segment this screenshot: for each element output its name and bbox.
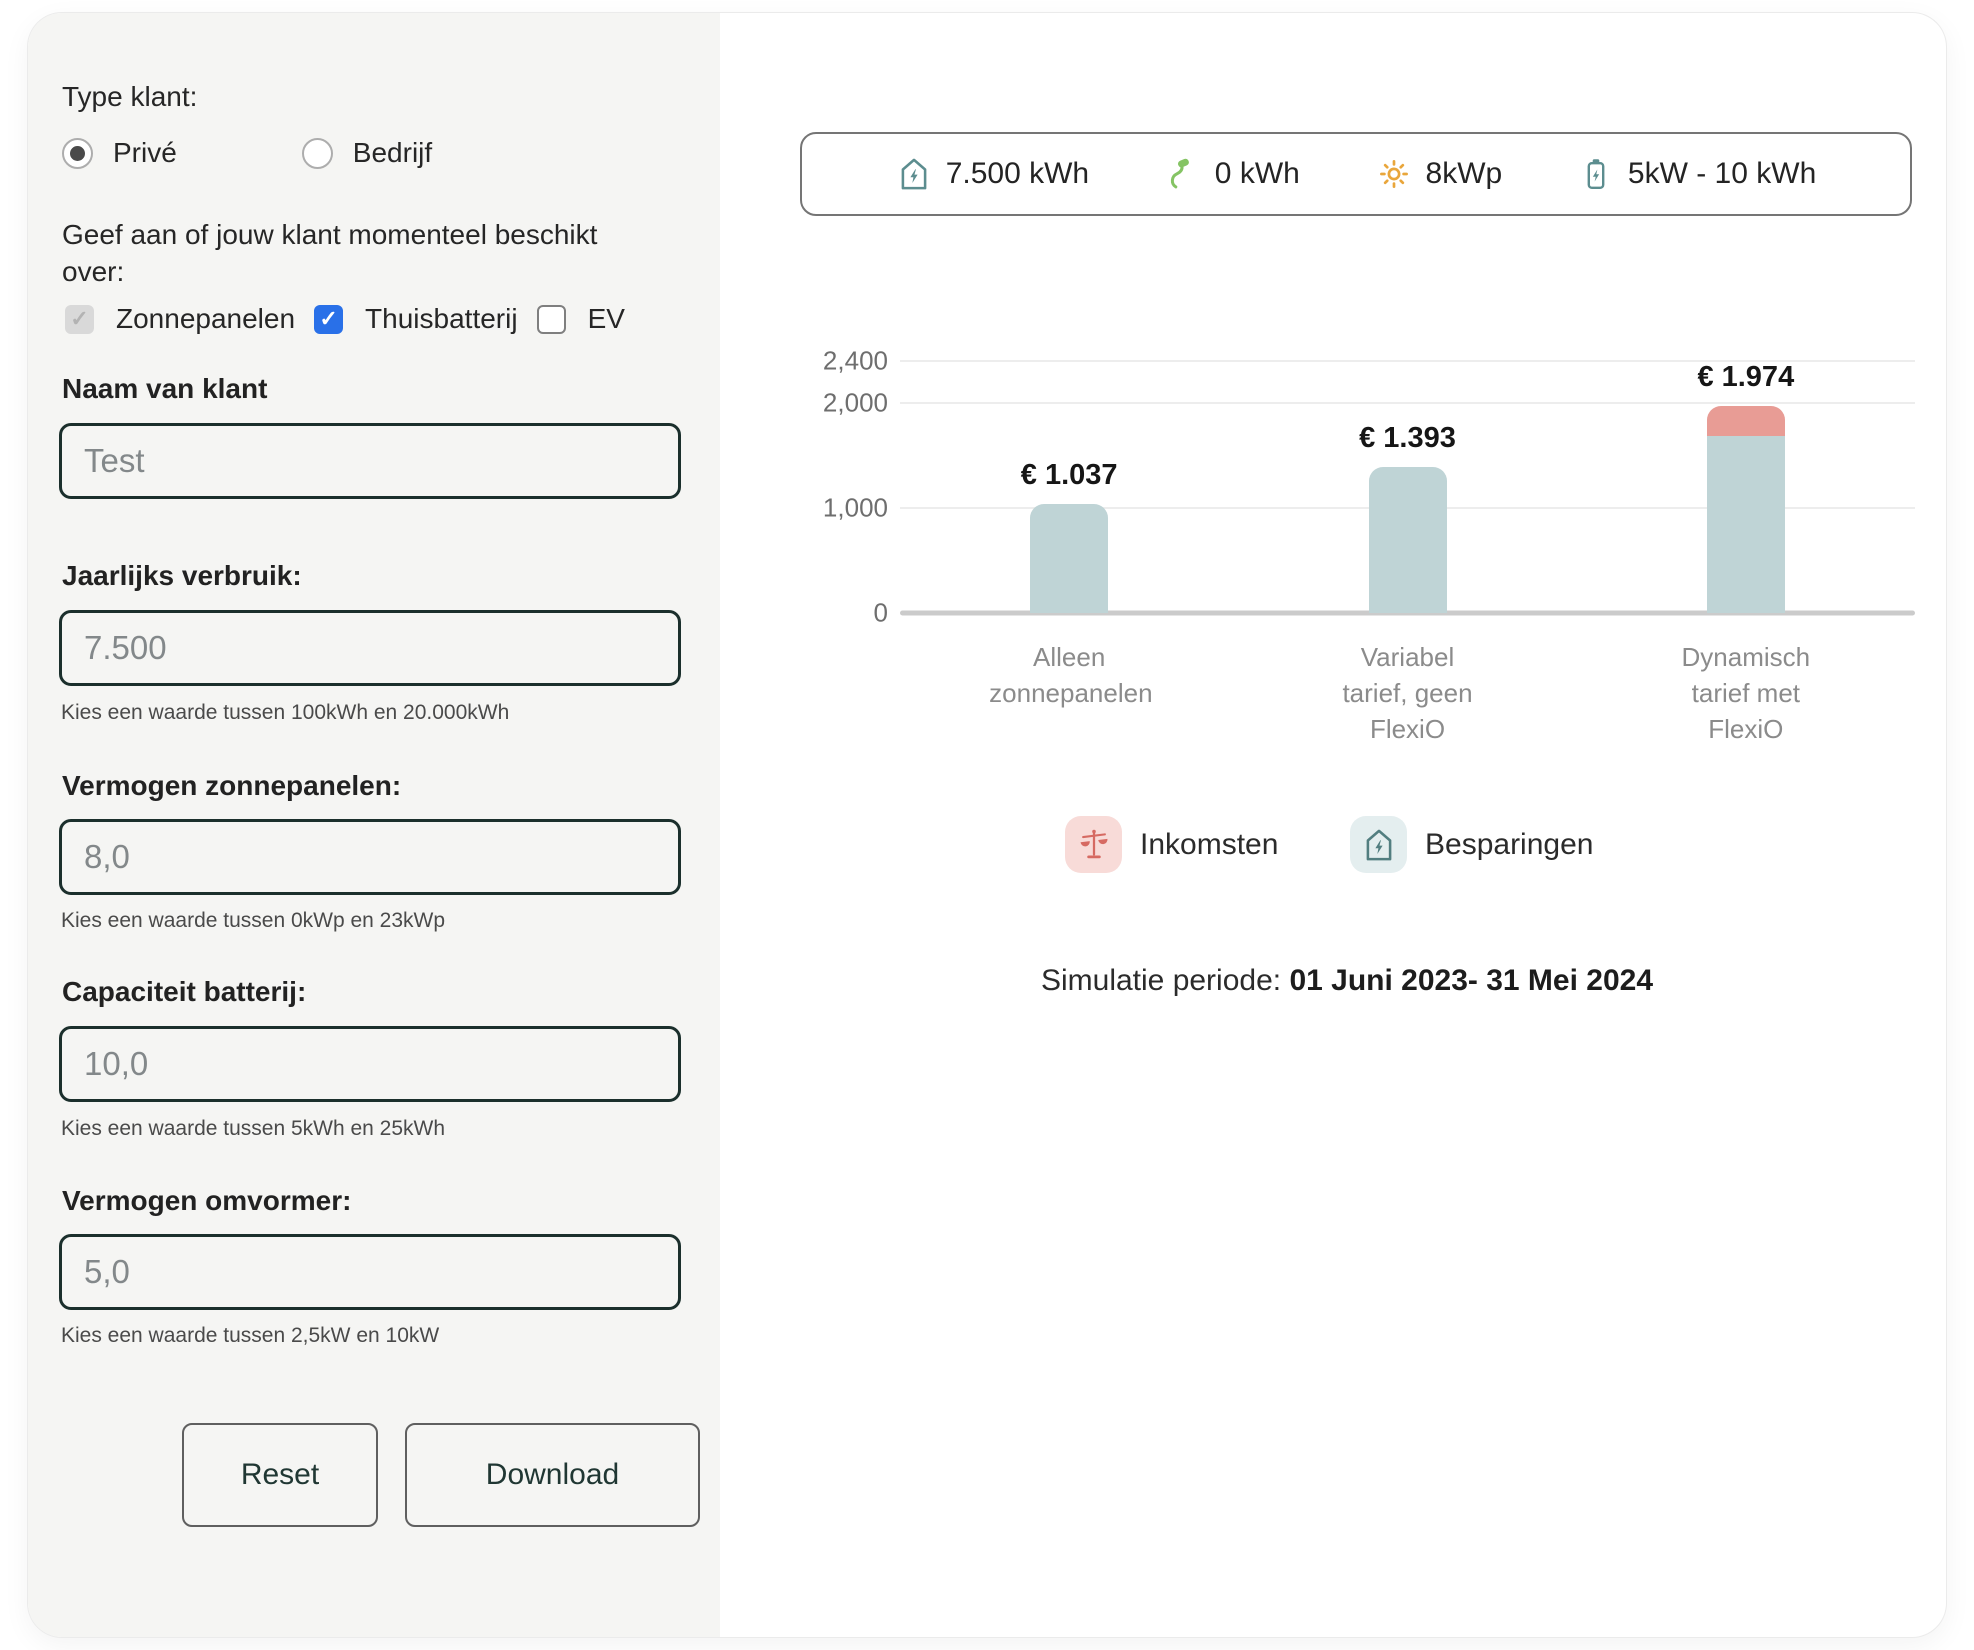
checkbox-thuisbatterij-label: Thuisbatterij [365, 303, 518, 334]
legend-besparingen: Besparingen [1350, 816, 1593, 873]
radio-bedrijf[interactable]: Bedrijf [301, 137, 433, 169]
stat-solar-value: 8kWp [1425, 157, 1503, 190]
beschikt-label: Geef aan of jouw klant momenteel beschik… [62, 219, 598, 287]
summary-stats-bar: 7.500 kWh 0 kWh 8kWp [800, 132, 1912, 216]
checkbox-zonnepanelen-control[interactable]: ✓ [65, 304, 94, 334]
stat-consumption-value: 7.500 kWh [945, 157, 1090, 190]
bar-value-label: € 1.974 [1697, 360, 1795, 393]
capaciteit-batterij-label: Capaciteit batterij: [62, 976, 307, 1007]
vermogen-omvormer-helper: Kies een waarde tussen 2,5kW en 10kW [61, 1324, 440, 1347]
capaciteit-batterij-helper: Kies een waarde tussen 5kWh en 25kWh [61, 1117, 446, 1140]
bar-segment-besparingen [1368, 466, 1447, 613]
bar-value-label: € 1.037 [1020, 459, 1118, 491]
radio-bedrijf-control[interactable] [301, 137, 333, 169]
radio-prive-label: Privé [113, 137, 177, 168]
type-klant-radio-group: Privé Bedrijf [62, 137, 432, 169]
sun-icon [1379, 160, 1408, 188]
checkbox-ev-control[interactable] [536, 304, 566, 334]
app-card: Type klant: Privé Bedrijf Geef aan of jo… [28, 13, 1946, 1637]
jaarlijks-verbruik-helper: Kies een waarde tussen 100kWh en 20.000k… [61, 701, 510, 724]
bar-chart: 0 1,000 2,000 2,400 € 1.037 Alleen zonnepanel… [823, 345, 1915, 744]
legend-besparingen-label: Besparingen [1425, 827, 1594, 861]
type-klant-label: Type klant: [62, 81, 198, 112]
stat-ev: 0 kWh [1165, 156, 1300, 192]
radio-prive[interactable]: Privé [62, 137, 177, 169]
scales-icon [1065, 816, 1122, 873]
x-axis-line [900, 610, 1915, 616]
radio-bedrijf-label: Bedrijf [352, 137, 433, 168]
x-axis-category-label: Alleen zonnepanelen [989, 642, 1153, 708]
stat-battery: 5kW - 10 kWh [1578, 156, 1816, 192]
vermogen-zonnepanelen-helper: Kies een waarde tussen 0kWp en 23kWp [61, 909, 446, 932]
bar-segment-besparingen [1030, 504, 1109, 613]
form-panel: Type klant: Privé Bedrijf Geef aan of jo… [28, 13, 720, 1637]
y-axis-tick: 2,400 [822, 345, 888, 376]
stat-consumption: 7.500 kWh [896, 156, 1089, 192]
jaarlijks-verbruik-input[interactable] [59, 610, 681, 686]
y-axis-tick: 0 [873, 597, 888, 628]
simulation-period-prefix: Simulatie periode: [1040, 964, 1282, 997]
stat-ev-value: 0 kWh [1214, 157, 1300, 190]
stat-battery-value: 5kW - 10 kWh [1627, 157, 1817, 190]
house-energy-icon [1350, 816, 1407, 873]
simulation-period: Simulatie periode: 01 Juni 2023- 31 Mei … [748, 964, 1946, 998]
legend-inkomsten-label: Inkomsten [1140, 827, 1279, 861]
y-axis-tick: 1,000 [822, 492, 888, 523]
bar-value-label: € 1.393 [1359, 421, 1456, 454]
vermogen-zonnepanelen-input[interactable] [59, 819, 681, 895]
checkbox-thuisbatterij-control[interactable]: ✓ [314, 304, 344, 334]
simulation-period-value: 01 Juni 2023- 31 Mei 2024 [1289, 964, 1654, 997]
beschikt-checkbox-group: ✓ Zonnepanelen ✓ Thuisbatterij EV [65, 303, 625, 335]
vermogen-omvormer-label: Vermogen omvormer: [62, 1185, 352, 1216]
stat-solar: 8kWp [1376, 156, 1503, 192]
download-button[interactable]: Download [405, 1423, 700, 1527]
legend-inkomsten: Inkomsten [1065, 816, 1278, 873]
gridline [900, 359, 1915, 362]
jaarlijks-verbruik-label: Jaarlijks verbruik: [62, 560, 302, 591]
checkbox-zonnepanelen[interactable]: ✓ Zonnepanelen [65, 303, 295, 335]
x-axis-category-label: Variabel tarief, geen FlexiO [1342, 642, 1473, 744]
vermogen-omvormer-input[interactable] [59, 1234, 681, 1310]
checkbox-thuisbatterij[interactable]: ✓ Thuisbatterij [314, 303, 518, 335]
naam-van-klant-input[interactable] [59, 423, 681, 499]
gridline [900, 401, 1915, 404]
vermogen-zonnepanelen-label: Vermogen zonnepanelen: [62, 770, 402, 801]
capaciteit-batterij-input[interactable] [59, 1026, 681, 1102]
checkbox-ev[interactable]: EV [536, 303, 625, 335]
x-axis-category-label: Dynamisch tarief met FlexiO [1681, 642, 1811, 744]
checkbox-zonnepanelen-label: Zonnepanelen [116, 303, 296, 334]
house-energy-icon [901, 158, 927, 190]
naam-van-klant-label: Naam van klant [62, 373, 268, 404]
radio-prive-control[interactable] [62, 137, 93, 169]
y-axis-tick: 2,000 [822, 387, 888, 418]
ev-charger-icon [1170, 158, 1189, 189]
battery-icon [1587, 159, 1605, 189]
bar-segment-besparingen [1706, 436, 1785, 613]
reset-button[interactable]: Reset [182, 1423, 378, 1527]
checkbox-ev-label: EV [587, 303, 625, 334]
bar-segment-inkomsten [1706, 405, 1785, 437]
